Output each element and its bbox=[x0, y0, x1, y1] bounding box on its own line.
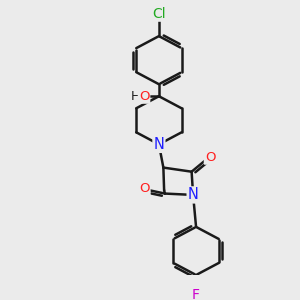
Text: O: O bbox=[205, 151, 215, 164]
Text: F: F bbox=[192, 288, 200, 300]
Text: Cl: Cl bbox=[152, 7, 166, 21]
Text: O: O bbox=[139, 90, 149, 103]
Text: O: O bbox=[139, 182, 150, 195]
Text: N: N bbox=[188, 188, 199, 202]
Text: N: N bbox=[154, 137, 164, 152]
Text: H: H bbox=[130, 90, 140, 103]
